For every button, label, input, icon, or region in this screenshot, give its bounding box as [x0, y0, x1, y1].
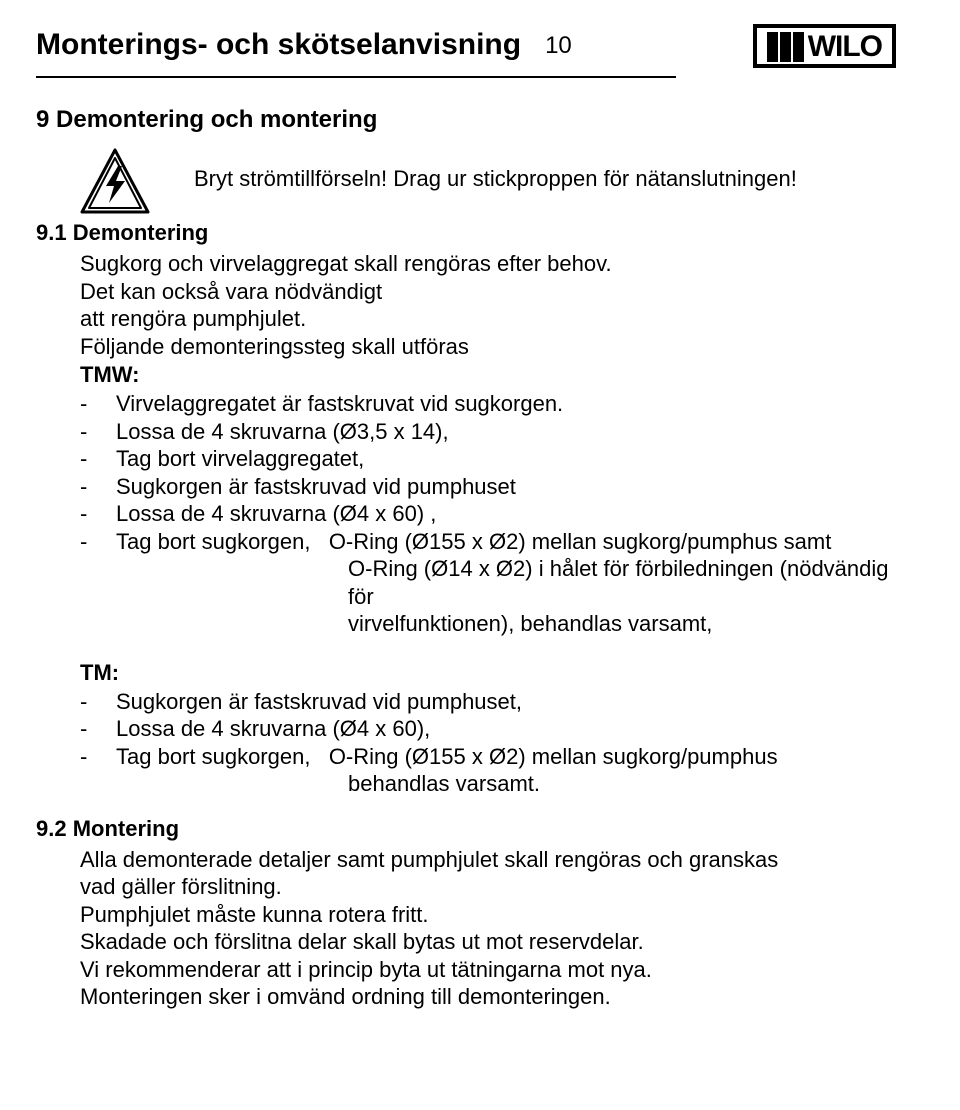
- wilo-logo: WILO: [753, 24, 896, 68]
- tmw-list: -Virvelaggregatet är fastskruvat vid sug…: [80, 390, 896, 555]
- hanging-text: virvelfunktionen), behandlas varsamt,: [348, 610, 896, 638]
- logo-text: WILO: [806, 32, 882, 62]
- tmw-label: TMW:: [80, 362, 896, 388]
- body-text: att rengöra pumphjulet.: [80, 305, 896, 333]
- hanging-text: O-Ring (Ø14 x Ø2) i hålet för förbiledni…: [348, 555, 896, 610]
- body-text: Följande demonteringssteg skall utföras: [80, 333, 896, 361]
- tm-label: TM:: [80, 660, 896, 686]
- body-text: Vi rekommenderar att i princip byta ut t…: [80, 956, 896, 984]
- body-text: Monteringen sker i omvänd ordning till d…: [80, 983, 896, 1011]
- list-item: -Lossa de 4 skruvarna (Ø3,5 x 14),: [80, 418, 896, 446]
- section-9-heading: 9 Demontering och montering: [36, 106, 896, 134]
- hanging-text: behandlas varsamt.: [348, 770, 896, 798]
- list-item: - Tag bort sugkorgen, O-Ring (Ø155 x Ø2)…: [80, 743, 896, 771]
- body-text: Det kan också vara nödvändigt: [80, 278, 382, 306]
- document-header: Monterings- och skötselanvisning 10 WILO: [36, 28, 896, 68]
- list-item: -Sugkorgen är fastskruvad vid pumphuset: [80, 473, 896, 501]
- body-text: Sugkorg och virvelaggregat skall rengöra…: [80, 250, 896, 278]
- tm-list: -Sugkorgen är fastskruvad vid pumphuset,…: [80, 688, 896, 771]
- section-9-2-heading: 9.2 Montering: [36, 816, 896, 842]
- body-text: vad gäller förslitning.: [80, 873, 896, 901]
- page-number: 10: [545, 32, 572, 60]
- body-text: Skadade och förslitna delar skall bytas …: [80, 928, 896, 956]
- body-text: Alla demonterade detaljer samt pumphjule…: [80, 846, 896, 874]
- list-item: -Virvelaggregatet är fastskruvat vid sug…: [80, 390, 896, 418]
- list-item: -Sugkorgen är fastskruvad vid pumphuset,: [80, 688, 896, 716]
- header-rule: [36, 76, 676, 78]
- electric-warning-icon: [80, 148, 150, 216]
- section-9-1-heading: 9.1 Demontering: [36, 220, 896, 246]
- document-title: Monterings- och skötselanvisning: [36, 28, 521, 62]
- list-item: -Lossa de 4 skruvarna (Ø4 x 60),: [80, 715, 896, 743]
- list-item: - Tag bort sugkorgen, O-Ring (Ø155 x Ø2)…: [80, 528, 896, 556]
- body-text: Pumphjulet måste kunna rotera fritt.: [80, 901, 896, 929]
- list-item: -Tag bort virvelaggregatet,: [80, 445, 896, 473]
- warning-text: Bryt strömtillförseln! Drag ur stickprop…: [194, 166, 797, 192]
- warning-row: Bryt strömtillförseln! Drag ur stickprop…: [80, 148, 896, 216]
- list-item: -Lossa de 4 skruvarna (Ø4 x 60) ,: [80, 500, 896, 528]
